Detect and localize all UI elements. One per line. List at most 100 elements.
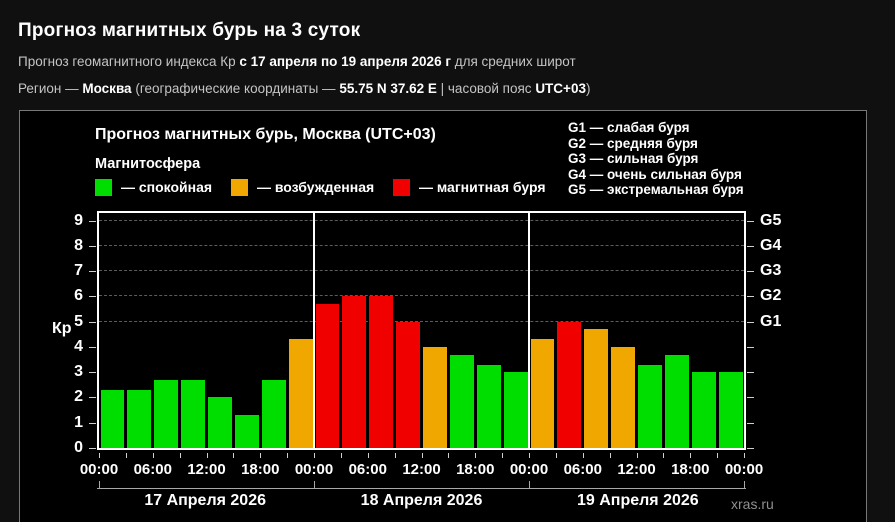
y-axis-label: 6 [74,287,83,305]
x-axis-tick [233,453,235,458]
time-label: 18:00 [241,461,280,478]
chart-title: Прогноз магнитных бурь, Москва (UTC+03) [95,126,436,143]
g-axis-label-g2: G2 [760,287,782,305]
g-axis-label-g3: G3 [760,262,782,280]
y-axis-label: 3 [74,363,83,381]
legend-swatch-quiet [95,178,112,196]
date-label: 17 Апреля 2026 [144,492,266,509]
day-bracket-tick [744,481,745,489]
g-axis-label-g4: G4 [760,236,782,254]
kp-bar [691,372,716,448]
subtitle-text: Регион — [18,81,83,96]
kp-bar [181,379,205,448]
y-axis-tick [89,245,96,247]
subtitle-text: ) [585,81,591,96]
storm-scale-item: G3 — сильная буря [568,151,699,167]
kp-bar [208,397,232,448]
y-axis-label: 9 [74,211,83,229]
y-axis-tick-right [747,448,754,449]
gridline-kp8 [99,244,744,246]
y-axis-tick [89,220,96,222]
legend-label-quiet: — спокойная [121,179,213,195]
subtitle-line-2: Регион — Москва (географические координа… [18,81,878,96]
y-axis-label: 7 [74,262,83,280]
kp-bar [261,379,286,448]
x-axis-tick [152,453,154,458]
y-axis-tick-right [747,220,754,222]
y-axis-tick-right [747,372,754,374]
x-axis-tick [529,453,530,458]
time-label: 06:00 [348,461,387,478]
y-axis-tick-right [747,397,754,399]
x-axis-tick [394,453,396,458]
x-axis-tick [717,453,719,458]
kp-bar [127,389,152,448]
g-axis-label-g1: G1 [760,312,782,330]
kp-bar [342,296,367,448]
subtitle-emphasis: 55.75 N 37.62 E [339,81,437,96]
x-axis-tick [125,453,127,458]
magnetosphere-legend-title: Магнитосфера [95,156,201,172]
x-axis-tick [99,453,100,458]
g-axis-label-g5: G5 [760,211,782,229]
x-axis-tick [582,453,584,458]
time-label: 18:00 [671,461,710,478]
kp-bar [315,303,340,448]
gridline-kp5 [99,320,744,322]
legend-item-quiet: — спокойная [95,178,212,196]
x-axis-tick [421,453,423,458]
time-label: 12:00 [402,461,441,478]
kp-axis-title: Кр [52,320,72,338]
day-divider [313,213,315,448]
x-axis-tick [367,453,369,458]
x-axis-tick [340,453,342,458]
kp-bar [423,346,447,448]
day-divider [528,213,530,448]
kp-bar [288,339,313,448]
kp-bar [100,389,125,448]
page-title: Прогноз магнитных бурь на 3 суток [18,20,361,41]
subtitle-text: | часовой пояс [436,81,536,96]
legend-item-unsettled: — возбужденная [231,178,374,196]
time-label: 00:00 [509,461,549,478]
kp-bar [638,364,662,448]
x-axis-tick [663,453,665,458]
y-axis-label: 4 [74,337,83,355]
y-axis-tick-right [747,422,754,424]
report-header: Прогноз магнитных бурь на 3 суток Прогно… [18,20,878,96]
x-axis-tick [260,453,262,458]
y-axis-tick [89,422,96,424]
x-axis-tick [502,453,504,458]
time-label: 12:00 [617,461,656,478]
date-label: 18 Апреля 2026 [360,492,483,509]
kp-bar [664,354,689,448]
subtitle-emphasis: с 17 апреля по 19 апреля 2026 г [239,54,451,69]
subtitle-text: (географические координаты — [131,81,340,96]
y-axis-label: 0 [74,439,83,456]
subtitle-text: для средних широт [450,54,576,69]
kp-bar [557,321,582,448]
legend-swatch-unsettled [231,178,248,196]
time-label: 00:00 [724,461,764,478]
y-axis-tick [89,372,96,374]
chart-panel: Прогноз магнитных бурь, Москва (UTC+03) … [19,110,867,522]
kp-bar [584,329,609,448]
kp-bar [154,379,179,448]
y-axis-tick [89,346,96,348]
time-label: 00:00 [79,461,119,478]
x-axis-tick [287,453,289,458]
day-bracket-tick [314,481,315,489]
y-axis-tick-right [747,296,754,298]
time-label: 18:00 [456,461,495,478]
x-axis-tick [179,453,181,458]
x-axis-tick [609,453,611,458]
x-axis-tick [744,453,745,458]
kp-bar [611,346,635,448]
subtitle-text: Прогноз геомагнитного индекса Кр [18,54,240,69]
y-axis-label: 8 [74,236,83,254]
y-axis-label: 5 [74,312,83,330]
time-label: 06:00 [563,461,602,478]
y-axis-tick-right [747,321,754,323]
x-axis-tick [690,453,692,458]
